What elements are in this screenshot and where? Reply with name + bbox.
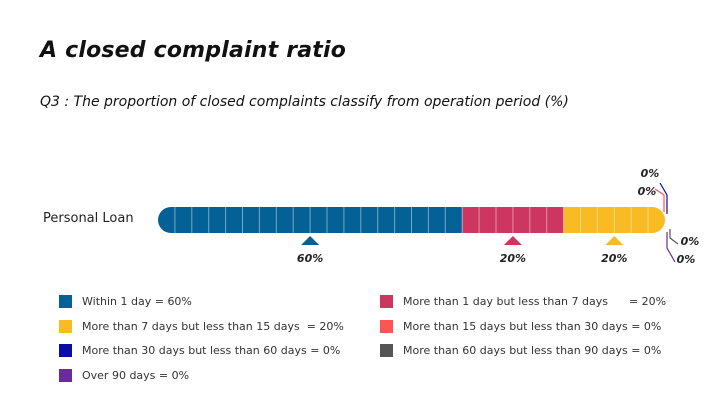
- marker-1: [503, 236, 522, 245]
- legend-swatch: [380, 295, 393, 308]
- data-label-5: 0%: [681, 235, 700, 248]
- callout-line-3: [654, 188, 665, 212]
- data-label-4: 0%: [641, 167, 660, 180]
- callout-line-5: [669, 229, 679, 245]
- legend-swatch: [59, 368, 72, 382]
- legend-label: Within 1 day = 60%: [82, 295, 192, 308]
- legend-item-5: More than 60 days but less than 90 days …: [380, 344, 661, 357]
- callout-line-6: [666, 232, 676, 263]
- legend-label: More than 15 days but less than 30 days …: [403, 319, 662, 333]
- data-label-0: 60%: [297, 252, 323, 265]
- data-label-1: 20%: [500, 252, 526, 265]
- marker-0: [301, 236, 320, 245]
- bar-group: [158, 207, 665, 233]
- legend-item-4: More than 30 days but less than 60 days …: [59, 344, 340, 357]
- data-label-2: 20%: [601, 252, 627, 265]
- legend-swatch: [59, 295, 72, 308]
- data-label-6: 0%: [677, 253, 696, 266]
- chart-subtitle: Q3 : The proportion of closed complaints…: [40, 94, 569, 110]
- legend-label: Over 90 days = 0%: [82, 368, 190, 382]
- callout-line-4: [659, 182, 668, 214]
- marker-2: [605, 236, 624, 245]
- chart-title: A closed complaint ratio: [40, 38, 347, 63]
- data-label-3: 0%: [638, 185, 657, 198]
- legend-item-0: Within 1 day = 60%: [59, 295, 192, 308]
- legend-label: More than 1 day but less than 7 days = 2…: [403, 295, 667, 308]
- legend-item-1: More than 1 day but less than 7 days = 2…: [380, 295, 666, 308]
- legend-swatch: [59, 319, 72, 333]
- category-label: Personal Loan: [43, 211, 134, 226]
- legend-label: More than 60 days but less than 90 days …: [403, 344, 662, 357]
- bar-segment-2: [563, 207, 665, 233]
- legend-label: More than 7 days but less than 15 days =…: [82, 319, 344, 333]
- bar-segment-1: [462, 207, 564, 233]
- legend-swatch: [380, 344, 393, 357]
- legend-item-2: More than 7 days but less than 15 days =…: [59, 319, 344, 333]
- legend-item-6: Over 90 days = 0%: [59, 368, 190, 382]
- legend-swatch: [59, 344, 72, 357]
- legend-label: More than 30 days but less than 60 days …: [82, 344, 341, 357]
- legend-swatch: [380, 319, 393, 333]
- bar-segment-0: [158, 207, 463, 233]
- legend-item-3: More than 15 days but less than 30 days …: [380, 319, 662, 333]
